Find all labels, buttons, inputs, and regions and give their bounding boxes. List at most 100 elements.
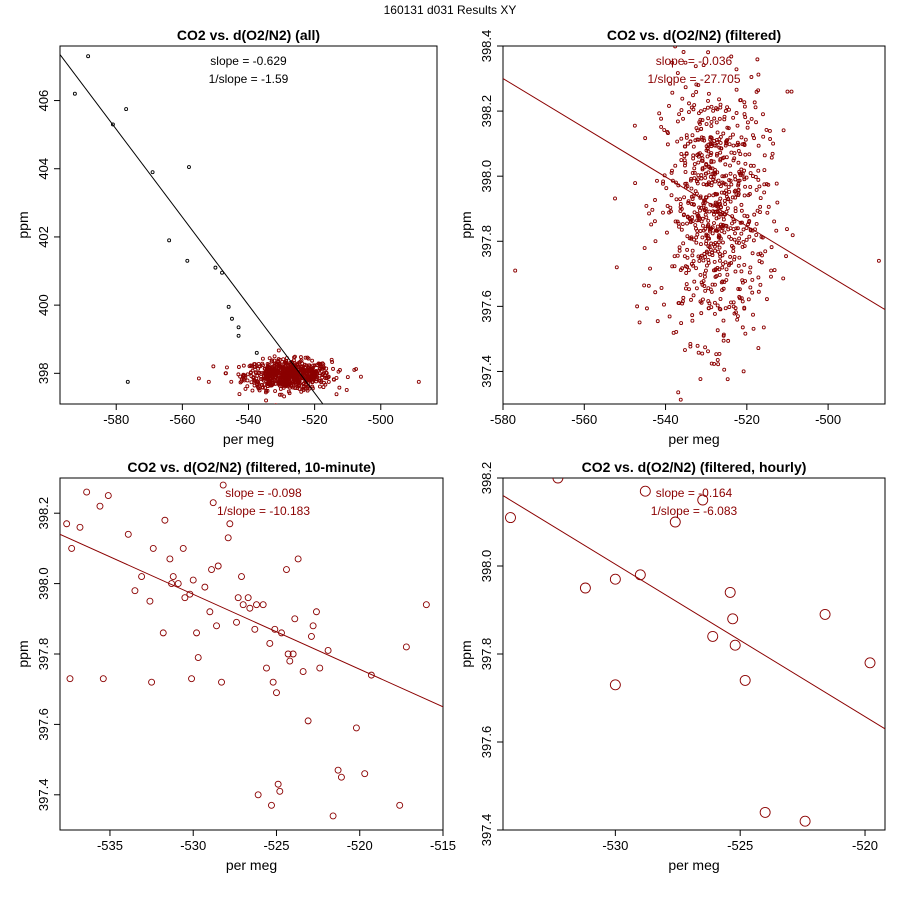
panel-3: CO2 vs. d(O2/N2) (filtered, 10-minute) -5… [15,459,456,873]
data-point [268,801,275,809]
data-point [271,370,276,375]
x-tick-label: -530 [180,838,206,853]
plot-area [503,46,885,402]
data-point [713,167,717,172]
data-point [669,516,681,528]
data-point [706,349,710,354]
data-point [150,170,155,175]
data-point [361,770,369,778]
data-point [324,647,332,654]
data-point [731,115,736,120]
data-point [712,143,717,148]
data-point [752,100,757,105]
data-point [188,675,196,683]
data-point [326,375,330,380]
data-point [260,377,265,381]
data-point [683,161,688,165]
data-point [278,377,283,382]
data-point [344,388,349,392]
inverse-slope-annotation: 1/slope = -27.705 [647,72,740,86]
data-point [676,390,681,395]
data-point [715,151,719,156]
data-point [320,375,325,380]
data-point [711,177,716,182]
x-tick-label: -560 [169,412,195,427]
data-point [723,109,728,113]
data-point [727,613,739,625]
data-point [717,245,722,250]
data-point [785,227,789,232]
data-point [742,262,747,267]
data-point [224,534,232,542]
data-point [236,325,241,330]
data-point [291,381,296,386]
data-point [259,601,267,609]
data-point [659,285,664,290]
data-point [716,178,721,183]
data-point [717,233,721,238]
y-axis-label: ppm [458,211,474,238]
data-point [326,379,331,384]
data-point [276,367,281,372]
data-point [767,128,772,133]
data-point [236,365,241,369]
data-point [740,325,745,330]
data-point [718,201,723,206]
data-point [670,168,674,173]
data-point [707,193,712,198]
data-point [274,780,282,788]
data-point [692,166,697,171]
data-point [740,280,745,285]
data-point [99,675,107,683]
data-point [741,369,746,374]
data-point [754,120,758,125]
x-tick-label: -530 [602,838,628,853]
data-point [706,182,711,187]
data-point [713,248,717,253]
data-point [789,89,794,94]
data-point [683,60,688,65]
data-point [756,252,761,257]
data-point [693,223,698,228]
data-point [276,348,281,353]
data-point [706,244,711,249]
data-point [648,266,653,271]
data-point [702,107,707,112]
data-point [746,220,751,225]
data-point [725,377,730,382]
data-point [718,205,723,210]
data-point [298,359,303,364]
data-point [704,239,709,244]
data-point [709,119,714,124]
data-point [739,167,744,172]
data-point [613,196,617,201]
data-point [273,389,278,393]
data-point [166,555,174,563]
data-point [237,392,242,397]
y-tick-label: 397.4 [479,814,494,847]
data-point [706,218,711,223]
data-point [208,566,215,573]
data-point [719,212,724,217]
data-point [756,72,761,77]
data-point [727,107,731,112]
data-point [697,215,702,220]
data-point [709,361,714,366]
data-point [260,385,265,390]
data-point [367,671,375,679]
data-point [769,274,773,279]
data-point [709,124,714,129]
data-point [769,268,774,273]
data-point [722,155,726,160]
data-point [718,140,723,145]
data-point [731,227,736,232]
data-point [733,231,737,236]
data-point [712,212,716,217]
data-point [276,787,284,795]
x-tick-label: -580 [490,412,516,427]
data-point [711,193,716,198]
data-point [230,316,234,321]
data-point [742,175,747,180]
data-point [724,278,729,282]
data-point [229,379,234,384]
